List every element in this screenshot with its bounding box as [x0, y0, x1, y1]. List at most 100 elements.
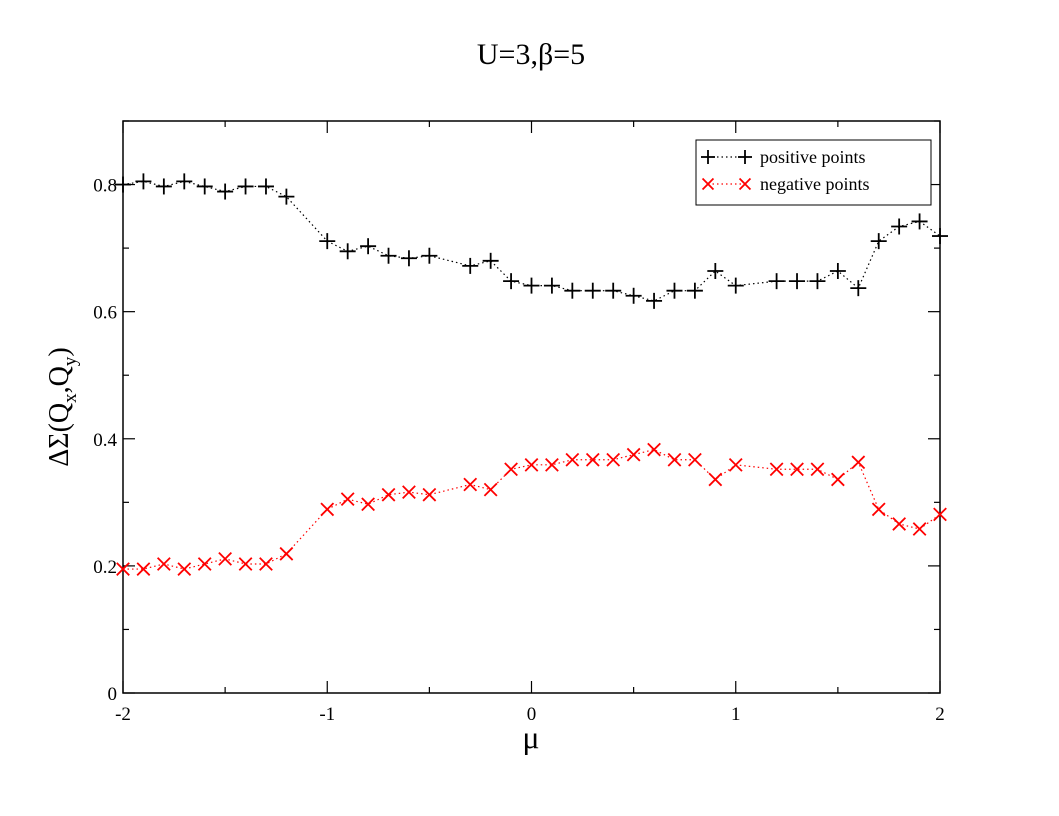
- data-point: [790, 462, 804, 477]
- data-point: [933, 507, 947, 522]
- data-point: [789, 273, 806, 290]
- data-point: [688, 452, 702, 467]
- data-point: [380, 247, 397, 264]
- y-tick-label: 0.4: [93, 430, 117, 451]
- y-tick-label: 0.2: [93, 557, 117, 578]
- marker-stroke: [218, 552, 233, 566]
- data-point: [810, 462, 825, 477]
- data-point: [482, 252, 499, 269]
- data-point: [708, 472, 723, 487]
- data-point: [237, 178, 254, 195]
- marker-stroke: [402, 485, 416, 500]
- data-point: [320, 502, 335, 517]
- data-point: [585, 452, 600, 467]
- data-point: [259, 557, 273, 571]
- marker-stroke: [851, 455, 866, 470]
- marker-stroke: [422, 487, 437, 502]
- data-point: [932, 228, 948, 245]
- y-label-prefix: ΔΣ(Q: [44, 403, 75, 467]
- marker-stroke: [116, 562, 130, 576]
- data-point: [177, 562, 192, 576]
- data-point: [606, 452, 621, 467]
- data-point: [605, 282, 622, 299]
- marker-stroke: [738, 177, 752, 191]
- legend-label: positive points: [760, 147, 866, 167]
- legend-box: [695, 139, 932, 206]
- marker-stroke: [933, 507, 947, 522]
- marker-stroke: [320, 502, 335, 517]
- marker-stroke: [238, 557, 253, 571]
- data-point: [400, 250, 417, 267]
- y-label-suffix: ): [44, 347, 75, 356]
- data-point: [319, 233, 336, 250]
- data-point: [381, 487, 396, 502]
- marker-stroke: [688, 452, 702, 467]
- marker-stroke: [892, 517, 907, 531]
- data-point: [871, 502, 886, 517]
- plot-frame: [122, 120, 941, 694]
- marker-stroke: [279, 546, 294, 561]
- data-point: [626, 447, 641, 462]
- marker-stroke: [156, 557, 171, 571]
- data-point: [850, 280, 867, 297]
- data-point: [462, 257, 479, 274]
- data-point: [809, 273, 826, 290]
- marker-stroke: [361, 497, 375, 512]
- marker-stroke: [483, 482, 498, 497]
- marker-stroke: [871, 502, 886, 517]
- marker-stroke: [197, 557, 212, 571]
- marker-stroke: [701, 177, 715, 191]
- data-point: [116, 562, 130, 576]
- data-point: [769, 462, 784, 477]
- legend-marker: [701, 150, 715, 164]
- marker-stroke: [606, 452, 621, 467]
- y-axis-label: ΔΣ(Qx,Qy): [44, 347, 81, 466]
- series-line-2: [123, 448, 941, 570]
- data-point: [361, 497, 375, 512]
- data-point: [543, 277, 560, 294]
- marker-stroke: [810, 462, 825, 477]
- data-point: [830, 472, 845, 487]
- data-point: [340, 492, 355, 507]
- y-tick-label: 0.8: [93, 176, 117, 197]
- data-point: [686, 282, 703, 299]
- data-point: [503, 273, 520, 290]
- data-point: [217, 183, 234, 200]
- marker-stroke: [728, 457, 743, 472]
- marker-stroke: [545, 457, 559, 472]
- data-point: [829, 262, 846, 279]
- x-tick-label: -1: [319, 704, 335, 725]
- data-point: [625, 287, 642, 304]
- data-point: [564, 282, 581, 299]
- y-tick-label: 0.6: [93, 303, 117, 324]
- data-point: [176, 173, 193, 190]
- data-point: [524, 457, 539, 472]
- series-line-1: [122, 180, 941, 302]
- data-point: [218, 552, 233, 566]
- data-point: [197, 557, 212, 571]
- data-point: [257, 178, 274, 195]
- data-point: [707, 262, 724, 279]
- data-point: [728, 457, 743, 472]
- data-point: [339, 243, 356, 260]
- marker-stroke: [565, 452, 580, 467]
- marker-stroke: [585, 452, 600, 467]
- data-point: [278, 188, 295, 205]
- data-point: [156, 557, 171, 571]
- data-point: [667, 452, 682, 467]
- data-point: [115, 176, 131, 193]
- data-point: [422, 487, 437, 502]
- data-point: [421, 247, 438, 264]
- marker-stroke: [708, 472, 723, 487]
- data-point: [647, 442, 661, 457]
- x-tick-label: -2: [115, 704, 131, 725]
- marker-stroke: [340, 492, 355, 507]
- data-point: [238, 557, 253, 571]
- x-tick-label: 1: [731, 704, 741, 725]
- marker-stroke: [769, 462, 784, 477]
- data-point: [851, 455, 866, 470]
- data-point: [196, 178, 213, 195]
- y-label-sub-y: y: [60, 356, 81, 366]
- data-point: [504, 462, 518, 477]
